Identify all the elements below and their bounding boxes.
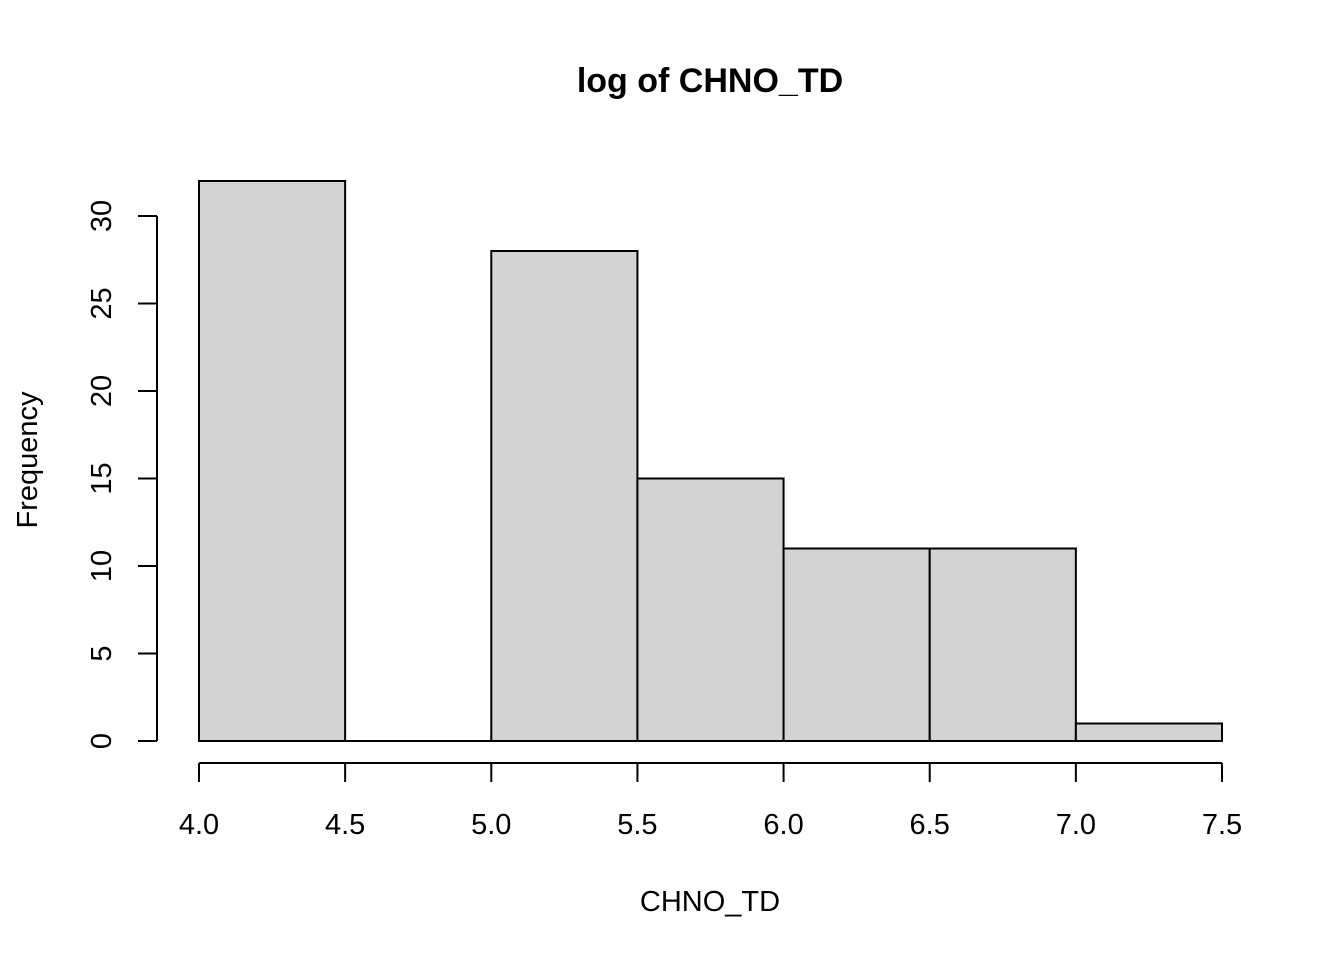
- histogram-bar: [490, 250, 639, 742]
- histogram-bar: [1074, 722, 1224, 742]
- y-tick-label: 30: [86, 200, 118, 232]
- histogram-bar: [198, 180, 347, 742]
- x-axis-label: CHNO_TD: [640, 886, 780, 918]
- y-tick-label: 20: [86, 375, 118, 407]
- x-tick-label: 6.0: [763, 809, 803, 841]
- x-tick-label: 4.0: [179, 809, 219, 841]
- x-tick-label: 7.0: [1056, 809, 1096, 841]
- y-tick-label: 25: [86, 287, 118, 319]
- y-tick-label: 15: [86, 462, 118, 494]
- chart-title: log of CHNO_TD: [577, 62, 843, 100]
- histogram-bar: [928, 547, 1077, 742]
- x-axis: 4.0 4.5 5.0 5.5 6.0 6.5 7.0 7.5: [179, 762, 1242, 841]
- y-tick-label: 0: [86, 733, 118, 749]
- y-tick-label: 10: [86, 550, 118, 582]
- y-axis-label: Frequency: [12, 391, 44, 529]
- histogram-bar: [782, 547, 931, 742]
- histogram-bar: [636, 477, 785, 742]
- x-tick-label: 5.5: [617, 809, 657, 841]
- x-tick-label: 5.0: [471, 809, 511, 841]
- y-axis: 0 5 10 15 20 25 30: [86, 200, 158, 749]
- x-tick-label: 4.5: [325, 809, 365, 841]
- bars-group: [198, 180, 1224, 742]
- x-tick-label: 6.5: [910, 809, 950, 841]
- x-tick-label: 7.5: [1202, 809, 1242, 841]
- y-tick-label: 5: [86, 645, 118, 661]
